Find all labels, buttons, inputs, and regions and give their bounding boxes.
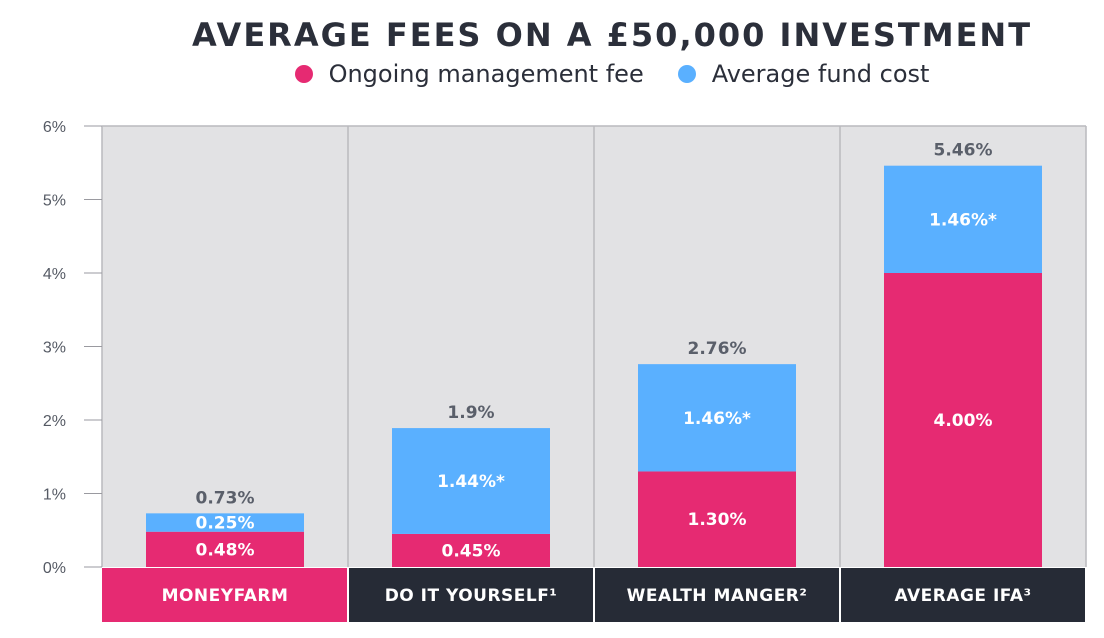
data-label-total: 2.76% (688, 339, 747, 359)
legend-swatch-management-fee (294, 65, 313, 83)
bar-segment-management-fee (638, 471, 796, 567)
category-band (595, 568, 839, 622)
bar-segment-fund-cost (146, 513, 304, 532)
y-tick-label: 6% (43, 119, 66, 136)
data-label-management-fee: 1.30% (688, 510, 747, 530)
legend-item-fund-cost: Average fund cost (677, 60, 930, 88)
data-label-total: 5.46% (934, 141, 993, 161)
y-tick-label: 3% (43, 340, 66, 357)
bar-segment-management-fee (146, 531, 304, 567)
data-label-total: 0.73% (196, 488, 255, 508)
bar-segment-fund-cost (638, 364, 796, 472)
x-tick-label: WEALTH MANGER² (627, 586, 808, 606)
bar-segment-fund-cost (392, 428, 550, 534)
bar-segment-fund-cost (884, 165, 1042, 273)
chart-title: AVERAGE FEES ON A £50,000 INVESTMENT (191, 16, 1033, 54)
legend: Ongoing management fee Average fund cost (120, 60, 1104, 88)
data-label-fund-cost: 1.44%* (437, 472, 505, 492)
y-tick-label: 5% (43, 193, 66, 210)
data-label-fund-cost: 0.25% (196, 514, 255, 534)
legend-swatch-fund-cost (677, 65, 696, 83)
y-tick-label: 4% (43, 266, 66, 283)
category-band (841, 568, 1085, 622)
bar-segment-management-fee (884, 273, 1042, 567)
x-tick-label: MONEYFARM (162, 586, 289, 606)
data-label-management-fee: 4.00% (934, 411, 993, 431)
bar-segment-management-fee (392, 533, 550, 567)
legend-label-management-fee: Ongoing management fee (328, 60, 644, 88)
y-tick-label: 0% (43, 560, 66, 577)
data-label-fund-cost: 1.46%* (683, 409, 751, 429)
category-band (102, 568, 347, 622)
y-tick-label: 1% (43, 487, 66, 504)
data-label-management-fee: 0.48% (196, 540, 255, 560)
legend-label-fund-cost: Average fund cost (711, 60, 930, 88)
data-label-fund-cost: 1.46%* (929, 210, 997, 230)
category-band (349, 568, 593, 622)
data-label-total: 1.9% (447, 403, 494, 423)
x-tick-label: AVERAGE IFA³ (894, 586, 1031, 606)
y-tick-label: 2% (43, 413, 66, 430)
legend-item-management-fee: Ongoing management fee (294, 60, 644, 88)
data-label-management-fee: 0.45% (442, 541, 501, 561)
x-tick-label: DO IT YOURSELF¹ (385, 586, 558, 606)
